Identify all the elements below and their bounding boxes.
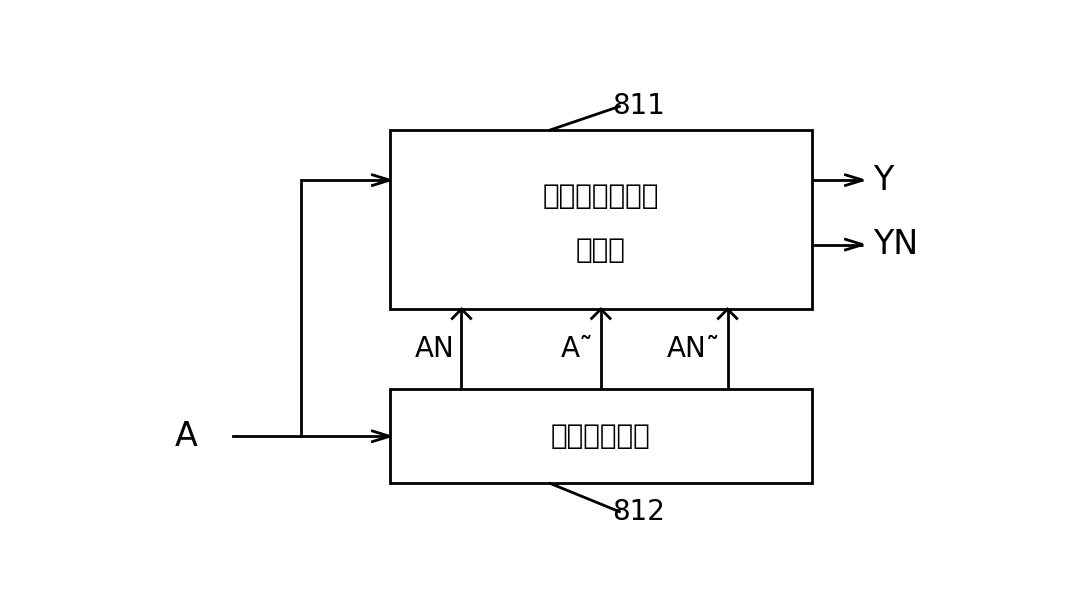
Text: 811: 811 (613, 92, 665, 121)
Text: A˜: A˜ (561, 335, 594, 363)
Text: 812: 812 (613, 498, 665, 526)
Text: 信号延迟电路: 信号延迟电路 (550, 422, 651, 450)
Text: 缓冲器: 缓冲器 (576, 236, 626, 264)
Text: AN˜: AN˜ (667, 335, 720, 363)
Text: Y: Y (873, 163, 893, 196)
Text: 单粒子瞬态抑制: 单粒子瞬态抑制 (543, 182, 659, 211)
Text: YN: YN (873, 228, 918, 261)
Text: AN: AN (415, 335, 455, 363)
Text: A: A (174, 420, 197, 453)
Bar (390, 389, 812, 483)
Bar (390, 130, 812, 309)
